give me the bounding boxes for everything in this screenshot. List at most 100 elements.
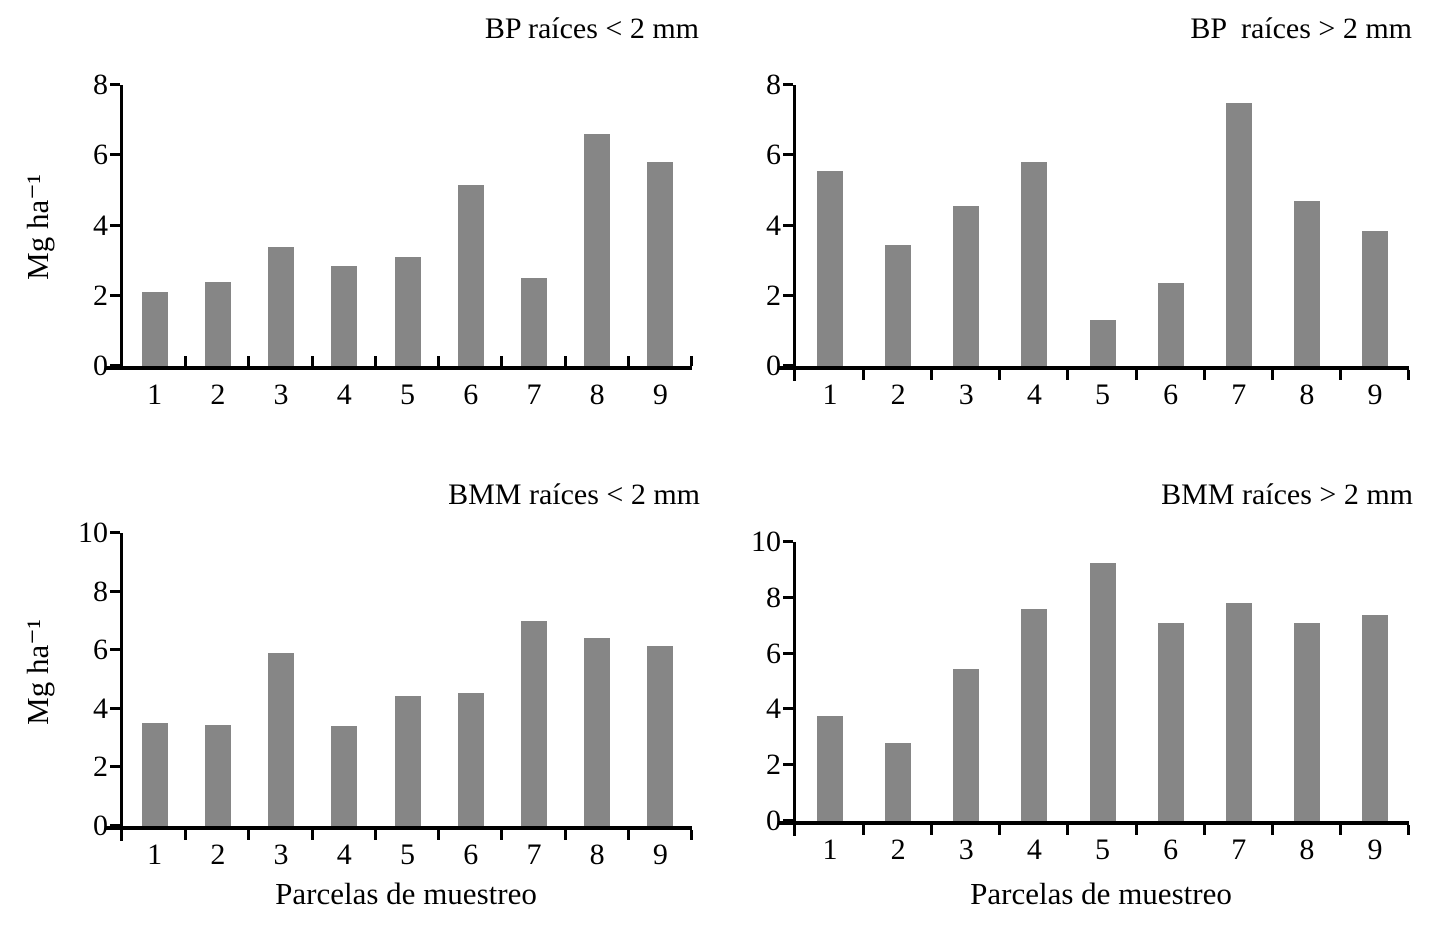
bar-parcela-3	[953, 206, 980, 366]
y-tick-label: 6	[766, 636, 781, 670]
plot-area-bmm-gt-2mm: 0 2 4 6 8 10 1 2 3 4 5 6 7 8 9	[751, 527, 1410, 866]
y-tick	[110, 223, 120, 227]
x-tick	[690, 830, 693, 840]
y-tick-label: 4	[766, 692, 781, 726]
bar-parcela-2	[204, 281, 231, 366]
y-tick-label: 0	[766, 349, 781, 382]
y-tick-label: 8	[766, 580, 781, 614]
y-tick-label: 4	[93, 691, 108, 725]
y-tick	[110, 706, 120, 710]
x-tick	[500, 830, 504, 840]
y-axis-descender	[793, 821, 796, 836]
y-axis-label-top-left: Mg ha⁻¹	[20, 174, 55, 280]
y-tick	[783, 364, 793, 367]
x-tick	[1202, 825, 1206, 835]
chart-title-bmm-gt-2mm: BMM raíces > 2 mm	[1161, 478, 1413, 511]
bar-parcela-7	[520, 278, 547, 366]
x-tick	[373, 830, 377, 840]
y-tick-label: 0	[93, 349, 108, 382]
x-tick-label-4: 4	[1026, 833, 1042, 866]
x-tick-label-7: 7	[526, 838, 542, 871]
x-tick-label-1: 1	[822, 833, 838, 866]
bar-parcela-3	[268, 246, 295, 366]
x-tick	[1270, 370, 1274, 380]
x-tick	[1202, 370, 1206, 380]
x-tick	[247, 356, 251, 366]
x-tick	[930, 825, 934, 835]
plot-area-bmm-lt-2mm: 0 2 4 6 8 10 1 2 3 4 5 6 7 8 9	[78, 518, 693, 871]
bar-parcela-3	[953, 668, 980, 821]
x-tick-label-6: 6	[1163, 378, 1179, 411]
x-tick	[1270, 825, 1274, 835]
y-tick-label: 10	[751, 525, 781, 558]
x-tick-label-6: 6	[1163, 833, 1179, 866]
x-tick	[310, 356, 314, 366]
y-tick-label: 8	[766, 68, 781, 101]
x-axis-origin-extension	[779, 821, 796, 825]
x-tick-label-5: 5	[400, 838, 415, 871]
x-tick-label-8: 8	[589, 838, 605, 871]
x-tick	[500, 356, 504, 366]
x-tick	[373, 356, 377, 366]
y-tick	[110, 824, 120, 827]
y-tick-label: 2	[766, 278, 781, 312]
x-tick	[1134, 825, 1138, 835]
y-tick-label: 6	[93, 138, 108, 172]
bar-parcela-1	[141, 292, 168, 366]
y-tick-label: 2	[93, 278, 108, 312]
x-tick	[690, 356, 693, 366]
bar-parcela-6	[457, 185, 484, 366]
y-tick	[110, 648, 120, 652]
y-tick-label: 2	[93, 750, 108, 784]
y-tick	[783, 819, 793, 822]
x-tick	[563, 830, 567, 840]
x-tick	[1066, 825, 1070, 835]
chart-title-bp-lt-2mm: BP raíces < 2 mm	[484, 12, 699, 45]
x-tick-label-1: 1	[147, 838, 163, 871]
bar-parcela-4	[1021, 162, 1048, 366]
y-tick	[110, 153, 120, 157]
x-tick	[1338, 370, 1342, 380]
y-tick-label: 4	[93, 208, 108, 242]
bar-parcela-2	[885, 244, 912, 366]
bar-parcela-6	[1157, 622, 1184, 821]
x-tick	[184, 830, 188, 840]
x-tick	[247, 830, 251, 840]
bar-parcela-8	[1293, 622, 1320, 821]
x-tick-label-5: 5	[1095, 378, 1110, 411]
chart-title-bp-gt-2mm: BP raíces > 2 mm	[1190, 12, 1412, 45]
bar-parcela-5	[1089, 562, 1116, 821]
x-tick	[184, 356, 188, 366]
y-tick	[783, 293, 793, 297]
y-tick	[783, 651, 793, 655]
bar-parcela-8	[1293, 200, 1320, 366]
y-tick-label: 8	[93, 68, 108, 101]
x-tick	[862, 825, 866, 835]
x-tick	[998, 825, 1002, 835]
y-tick	[783, 153, 793, 157]
y-tick	[783, 763, 793, 767]
bar-parcela-1	[817, 171, 844, 366]
x-axis-label-bottom-right: Parcelas de muestreo	[970, 876, 1232, 911]
y-tick-label: 4	[766, 208, 781, 242]
y-tick	[783, 223, 793, 227]
x-tick	[930, 370, 934, 380]
x-tick	[437, 830, 441, 840]
x-tick-label-4: 4	[1026, 378, 1042, 411]
y-tick-label: 2	[766, 748, 781, 782]
bar-parcela-4	[1021, 608, 1048, 821]
x-tick-label-9: 9	[1367, 378, 1383, 411]
x-tick-label-3: 3	[958, 833, 974, 866]
x-axis-origin-extension	[106, 826, 123, 830]
x-tick-label-4: 4	[336, 838, 352, 871]
y-tick	[110, 765, 120, 769]
x-tick-label-3: 3	[273, 838, 289, 871]
x-axis-label-bottom-left: Parcelas de muestreo	[275, 876, 537, 911]
x-tick-label-1: 1	[822, 378, 838, 411]
x-tick	[626, 830, 630, 840]
x-tick-label-3: 3	[273, 378, 289, 411]
x-tick-label-2: 2	[890, 378, 906, 411]
x-tick-label-3: 3	[958, 378, 974, 411]
y-tick	[110, 293, 120, 297]
